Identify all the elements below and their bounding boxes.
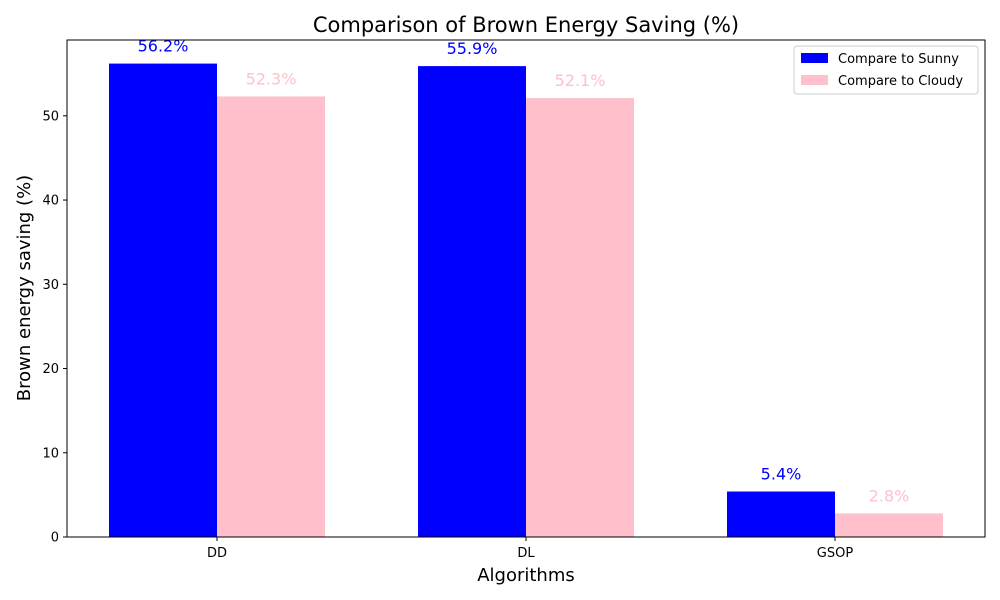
legend-box — [793, 45, 979, 95]
value-labels-layer: 56.2% 55.9% 5.4% 52.3% 52.1% 2.8% — [138, 37, 910, 506]
y-tick-label: 50 — [42, 109, 59, 124]
x-tick-label-gsop: GSOP — [817, 546, 854, 561]
y-axis-label: Brown energy saving (%) — [14, 175, 35, 401]
value-label-dl-series-1: 52.1% — [555, 71, 606, 90]
bar-gsop-series-0 — [727, 491, 835, 537]
value-label-dl-series-0: 55.9% — [447, 39, 498, 58]
x-axis-label: Algorithms — [477, 565, 575, 586]
y-tick-label: 40 — [42, 194, 59, 209]
x-axis-ticks: DD DL GSOP — [207, 537, 853, 561]
bar-dl-series-1 — [526, 98, 634, 538]
bars-layer — [109, 63, 943, 538]
value-label-dd-series-1: 52.3% — [246, 69, 297, 88]
legend-label-sunny: Compare to Sunny — [838, 52, 959, 67]
chart-title: Comparison of Brown Energy Saving (%) — [313, 13, 739, 37]
value-label-gsop-series-1: 2.8% — [869, 486, 910, 505]
bar-dd-series-0 — [109, 63, 217, 538]
legend-label-cloudy: Compare to Cloudy — [838, 74, 963, 89]
value-label-dd-series-0: 56.2% — [138, 37, 189, 56]
value-label-gsop-series-0: 5.4% — [761, 465, 802, 484]
legend-swatch-cloudy — [801, 75, 828, 85]
bar-dd-series-1 — [217, 96, 325, 538]
y-axis-ticks: 0 10 20 30 40 50 — [42, 109, 67, 546]
y-tick-label: 20 — [42, 362, 59, 377]
legend-swatch-sunny — [801, 53, 828, 63]
bar-gsop-series-1 — [835, 513, 943, 537]
x-tick-label-dd: DD — [207, 546, 227, 561]
y-tick-label: 10 — [42, 446, 59, 461]
legend: Compare to Sunny Compare to Cloudy — [793, 45, 979, 95]
bar-dl-series-0 — [418, 66, 526, 537]
y-tick-label: 30 — [42, 278, 59, 293]
x-tick-label-dl: DL — [517, 546, 535, 561]
y-tick-label: 0 — [51, 531, 59, 546]
